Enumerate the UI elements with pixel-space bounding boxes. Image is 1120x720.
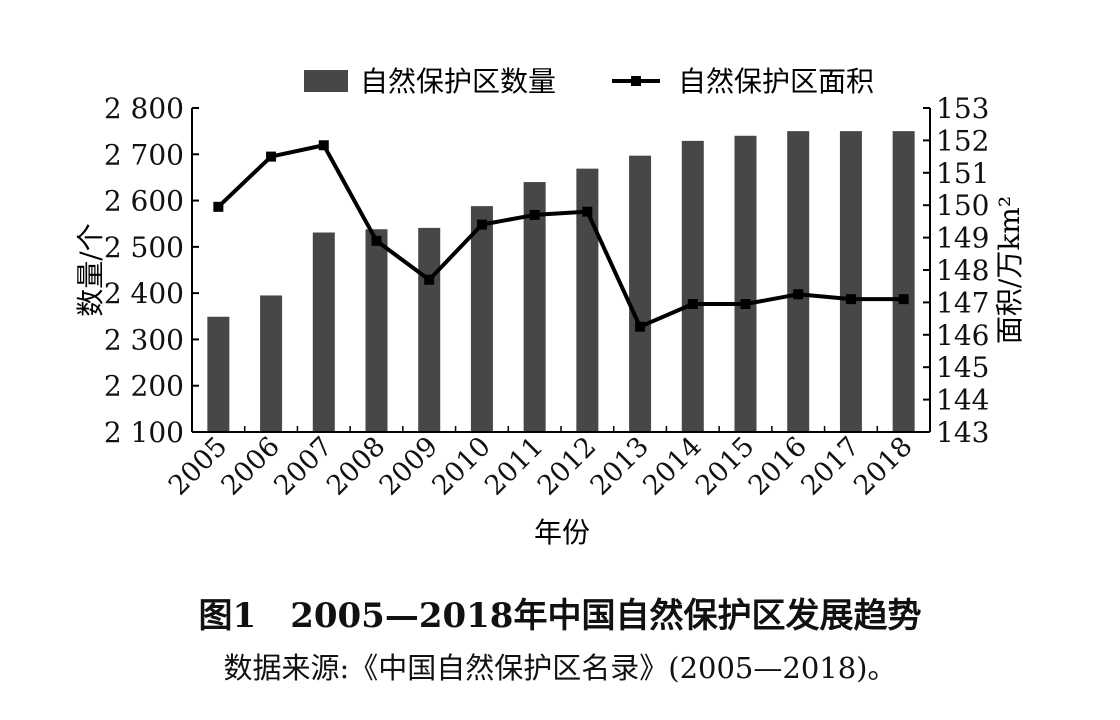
line-point — [371, 235, 382, 246]
y-axis-left-title: 数量/个 — [74, 223, 107, 316]
y-right-tick-label: 150 — [936, 189, 989, 222]
x-tick-label: 2018 — [848, 431, 919, 502]
bar — [629, 155, 652, 432]
y-right-tick-label: 152 — [936, 124, 989, 157]
y-right-tick-label: 143 — [936, 416, 989, 449]
y-left-tick-label: 2 600 — [104, 185, 184, 218]
y-left-tick-label: 2 300 — [104, 323, 184, 356]
x-axis-title: 年份 — [534, 516, 590, 549]
bar — [260, 295, 283, 432]
chart: 2 100 2 200 2 300 2 400 2 500 2 600 2 700 2 800… — [74, 65, 1026, 549]
bar — [207, 316, 230, 432]
bar — [470, 206, 493, 432]
x-tick-label: 2016 — [743, 431, 814, 502]
line-point — [213, 201, 224, 212]
x-tick-label: 2013 — [585, 431, 656, 502]
line-point — [266, 151, 277, 162]
y-right-tick-label: 145 — [936, 351, 989, 384]
y-right-tick-label: 146 — [936, 319, 989, 352]
line-point — [845, 294, 856, 305]
bar — [839, 131, 862, 432]
line-point — [898, 294, 909, 305]
y-left-tick-label: 2 800 — [104, 92, 184, 125]
bar — [734, 135, 757, 432]
x-tick-label: 2006 — [216, 431, 287, 502]
bar — [681, 140, 704, 432]
bar — [418, 227, 441, 432]
legend-line-marker — [631, 76, 641, 86]
y-left-tick-label: 2 200 — [104, 370, 184, 403]
x-tick-label: 2009 — [374, 431, 445, 502]
y-right-tick-label: 151 — [936, 157, 989, 190]
x-tick-label: 2007 — [268, 431, 339, 502]
x-tick-label: 2011 — [479, 431, 550, 502]
line-point — [476, 219, 487, 230]
y-right-tick-label: 148 — [936, 254, 989, 287]
x-tick-label: 2010 — [426, 431, 497, 502]
line-point — [740, 299, 751, 310]
legend-line-label: 自然保护区面积 — [678, 65, 874, 98]
x-tick-label: 2014 — [637, 431, 708, 502]
y-right-tick-label: 153 — [936, 92, 989, 125]
bar — [892, 131, 915, 432]
bar — [523, 182, 546, 432]
x-tick-label: 2012 — [532, 431, 603, 502]
x-tick-label: 2008 — [321, 431, 392, 502]
figure-caption: 图1 2005—2018年中国自然保护区发展趋势 — [198, 596, 922, 636]
bar — [787, 131, 810, 432]
line-point — [582, 206, 593, 217]
line-point — [635, 321, 646, 332]
line-point — [793, 289, 804, 300]
y-left-tick-label: 2 400 — [104, 277, 184, 310]
legend-bar-swatch — [304, 70, 348, 92]
line-point — [529, 209, 540, 220]
area-line — [216, 143, 904, 329]
y-right-tick-label: 144 — [936, 384, 989, 417]
y-right-tick-label: 147 — [936, 286, 989, 319]
legend: 自然保护区数量 自然保护区面积 — [304, 65, 874, 98]
y-left-tick-label: 2 500 — [104, 231, 184, 264]
line-point — [687, 299, 698, 310]
bar — [576, 168, 599, 433]
y-left-tick-label: 2 700 — [104, 138, 184, 171]
bar — [365, 229, 388, 432]
y-axis-right-title: 面积/万km² — [993, 196, 1026, 344]
bar-series — [207, 131, 915, 433]
data-source-note: 数据来源:《中国自然保护区名录》(2005—2018)。 — [223, 651, 897, 685]
line-series — [213, 140, 909, 332]
bar — [312, 232, 335, 432]
line-point — [318, 140, 329, 151]
y-right-tick-label: 149 — [936, 222, 989, 255]
x-tick-label: 2017 — [795, 431, 866, 502]
legend-bar-label: 自然保护区数量 — [360, 65, 556, 98]
x-tick-label: 2015 — [690, 431, 761, 502]
y-left-tick-label: 2 100 — [104, 416, 184, 449]
line-point — [424, 274, 435, 285]
